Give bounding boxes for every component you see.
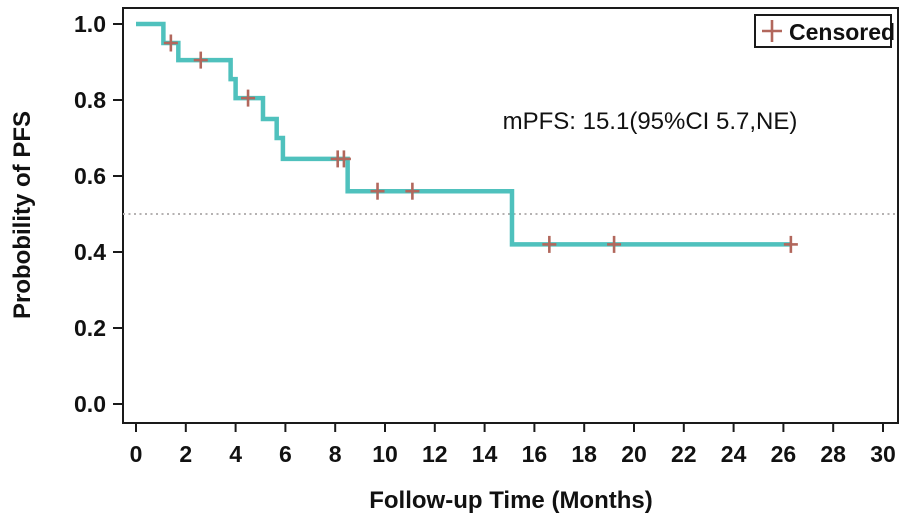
x-tick-label: 0: [130, 441, 143, 467]
x-tick-label: 28: [820, 441, 846, 467]
x-axis-label: Follow-up Time (Months): [369, 487, 653, 514]
x-tick-label: 10: [372, 441, 398, 467]
x-tick-label: 4: [229, 441, 242, 467]
x-tick-label: 22: [671, 441, 697, 467]
x-tick-label: 18: [571, 441, 597, 467]
x-tick-label: 6: [279, 441, 292, 467]
y-tick-label: 0.4: [74, 239, 106, 265]
legend: Censored: [754, 14, 895, 48]
x-tick-label: 16: [522, 441, 548, 467]
x-tick-label: 26: [771, 441, 797, 467]
x-tick-label: 12: [422, 441, 448, 467]
x-tick-label: 14: [472, 441, 498, 467]
y-tick-label: 0.6: [74, 163, 106, 189]
y-axis-label: Probobility of PFS: [9, 111, 36, 319]
plot-area: 0.00.20.40.60.81.00 2 4 6 8 10 12 14 16 18 20 22 24 2…: [74, 7, 899, 467]
y-tick-label: 0.0: [74, 391, 106, 417]
y-tick-label: 1.0: [74, 11, 106, 37]
y-tick-label: 0.8: [74, 87, 106, 113]
legend-label: Censored: [789, 19, 895, 45]
censored-plus-icon: [762, 20, 782, 42]
x-tick-label: 8: [329, 441, 342, 467]
x-tick-label: 30: [870, 441, 896, 467]
x-tick-label: 24: [721, 441, 747, 467]
plot-border: [122, 7, 899, 424]
y-tick-label: 0.2: [74, 315, 106, 341]
x-tick-label: 2: [179, 441, 192, 467]
km-curve: [136, 21, 791, 247]
x-tick-label: 20: [621, 441, 647, 467]
annotation-mpfs: mPFS: 15.1(95%CI 5.7,NE): [503, 108, 798, 135]
